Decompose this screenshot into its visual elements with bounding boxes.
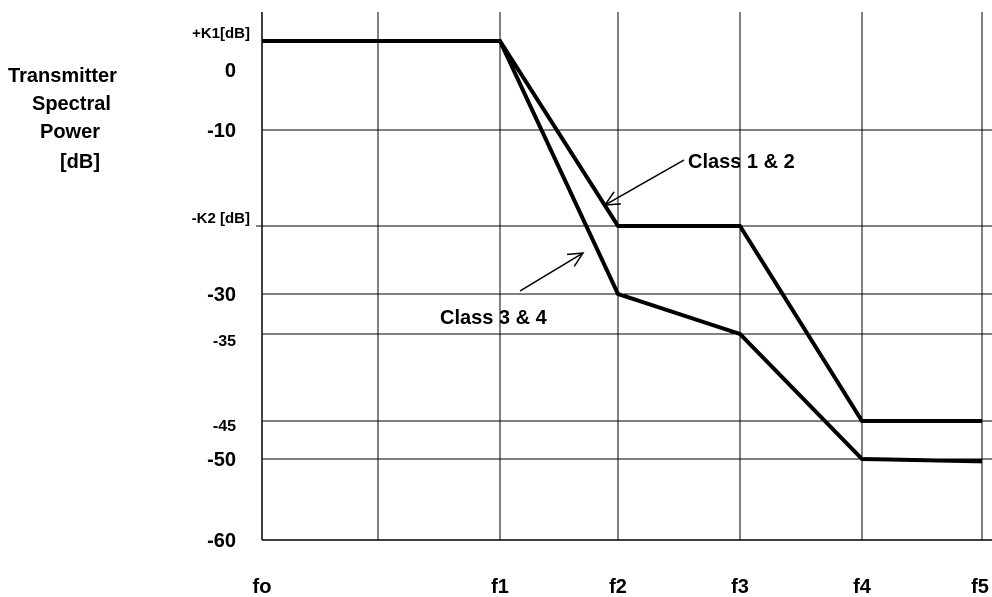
y-tick-label: -30 — [207, 284, 236, 306]
series-line-class-3-4 — [262, 39, 983, 464]
y-axis-label-line: [dB] — [60, 151, 100, 173]
x-tick-label: f3 — [731, 576, 749, 597]
annotation-class-3-4: Class 3 & 4 — [440, 307, 548, 329]
y-tick-label: -45 — [213, 418, 236, 435]
series-line-class-1-2 — [262, 39, 982, 423]
x-tick-label: f4 — [853, 576, 872, 597]
annotations: Class 1 & 2 Class 3 & 4 — [440, 151, 795, 329]
x-tick-labels: fo f1 f2 f3 f4 f5 — [253, 576, 989, 597]
y-tick-label: -10 — [207, 120, 236, 142]
y-axis-label-line: Spectral — [32, 93, 111, 115]
annotation-arrow-class-3-4 — [519, 252, 585, 292]
y-tick-label: +K1[dB] — [192, 25, 250, 42]
x-tick-label: f5 — [971, 576, 989, 597]
y-tick-label: 0 — [225, 60, 236, 82]
y-tick-label: -K2 [dB] — [192, 210, 250, 227]
x-tick-label: f2 — [609, 576, 627, 597]
y-tick-labels: +K1[dB] 0 -10 -K2 [dB] -30 -35 -45 -50 -60 — [192, 25, 250, 552]
y-axis-label-line: Power — [40, 121, 100, 143]
y-axis-label-line: Transmitter — [8, 65, 117, 87]
annotation-class-1-2: Class 1 & 2 — [688, 151, 795, 173]
x-tick-label: f1 — [491, 576, 509, 597]
y-tick-label: -35 — [213, 333, 236, 350]
x-tick-label: fo — [253, 576, 272, 597]
y-tick-label: -60 — [207, 530, 236, 552]
y-tick-label: -50 — [207, 449, 236, 471]
annotation-arrow-class-1-2 — [603, 159, 685, 206]
y-axis-label: Transmitter Spectral Power [dB] — [8, 65, 117, 173]
series-lines — [262, 39, 983, 464]
